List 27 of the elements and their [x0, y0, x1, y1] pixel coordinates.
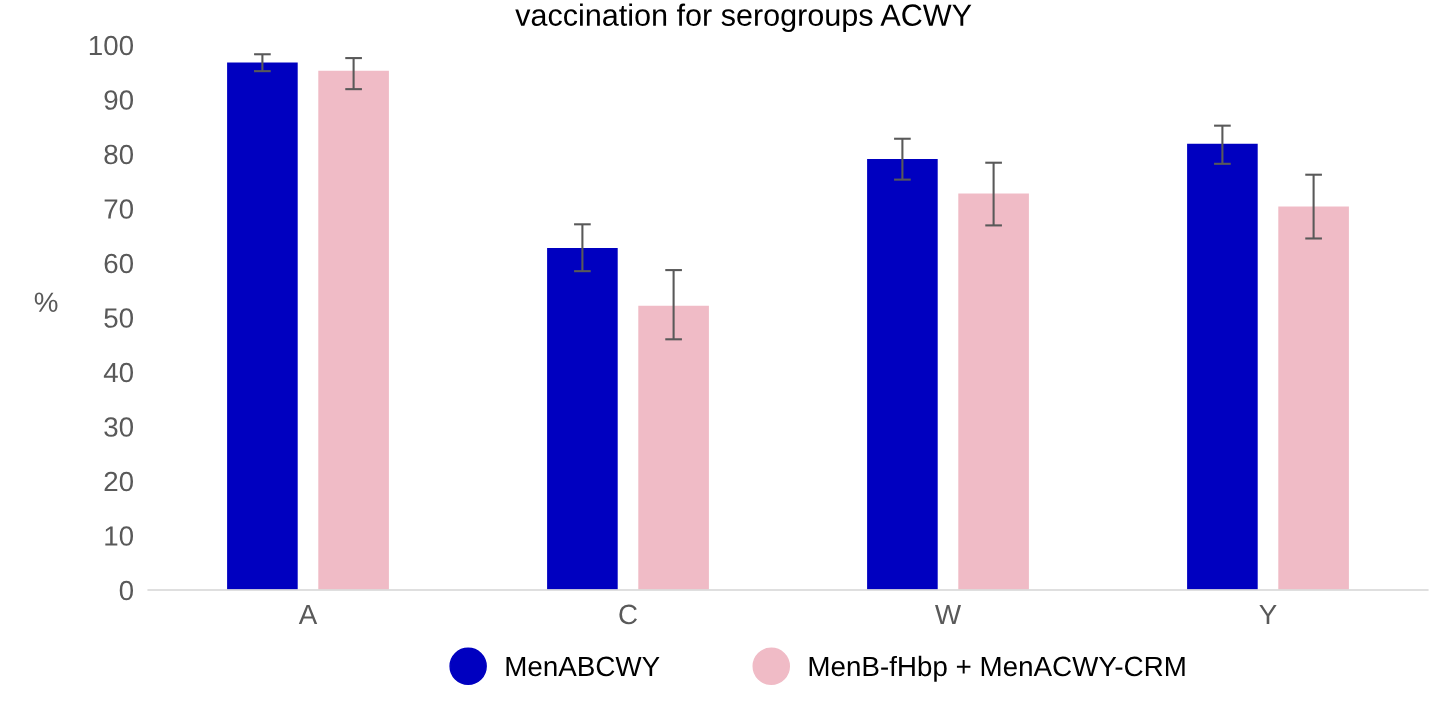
bar — [225, 61, 300, 590]
chart-title: vaccination for serogroups ACWY — [515, 3, 972, 33]
bar — [316, 69, 391, 590]
y-tick-label: 80 — [104, 144, 134, 165]
y-tick-label: 40 — [103, 362, 134, 383]
bar — [956, 191, 1031, 590]
y-tick-label: 30 — [104, 417, 134, 437]
bar — [545, 246, 620, 590]
y-tick-label: 0 — [119, 580, 134, 601]
bar — [865, 157, 940, 590]
bar — [1276, 205, 1351, 590]
y-tick-label: 70 — [104, 199, 134, 219]
x-tick-label: W — [935, 604, 962, 625]
legend-label: MenB-fHbp + MenACWY-CRM — [809, 655, 1185, 682]
y-tick-label: 50 — [104, 308, 134, 328]
y-tick-label: 10 — [105, 526, 134, 546]
legend-label: MenABCWY — [506, 656, 660, 677]
x-tick-label: A — [298, 604, 318, 625]
y-tick-label: 100 — [89, 35, 134, 56]
y-tick-label: 20 — [104, 471, 134, 492]
y-tick-label: 60 — [104, 253, 134, 274]
bar — [1185, 142, 1260, 590]
bar — [636, 304, 711, 590]
y-axis-title: % — [34, 292, 58, 312]
x-tick-label: Y — [1259, 604, 1277, 625]
y-tick-label: 90 — [104, 90, 134, 110]
x-tick-label: C — [619, 604, 637, 625]
